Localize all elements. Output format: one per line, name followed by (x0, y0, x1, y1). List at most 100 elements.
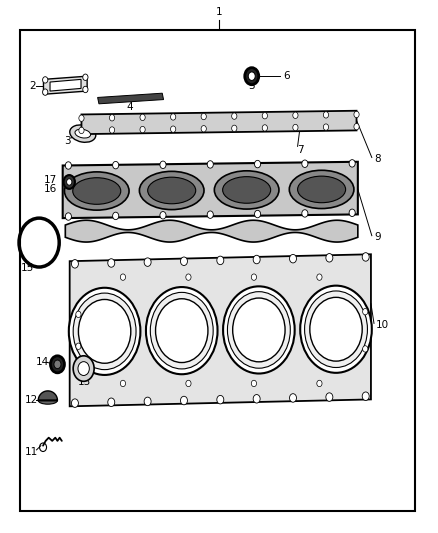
Circle shape (180, 257, 187, 265)
Circle shape (326, 254, 333, 262)
Circle shape (293, 112, 298, 118)
Circle shape (83, 86, 88, 93)
Circle shape (76, 343, 81, 350)
Circle shape (227, 292, 290, 368)
Circle shape (207, 161, 213, 168)
Circle shape (110, 115, 115, 121)
Circle shape (354, 124, 359, 130)
Circle shape (73, 356, 94, 381)
Circle shape (186, 274, 191, 280)
Circle shape (50, 356, 64, 373)
Polygon shape (50, 79, 81, 91)
Circle shape (160, 161, 166, 168)
Circle shape (144, 258, 151, 266)
Ellipse shape (70, 125, 96, 142)
Circle shape (69, 288, 141, 375)
Circle shape (170, 126, 176, 132)
Circle shape (248, 72, 255, 80)
Circle shape (310, 297, 362, 361)
Text: 11: 11 (25, 447, 38, 456)
Circle shape (201, 126, 206, 132)
Circle shape (317, 380, 322, 386)
Circle shape (300, 286, 372, 373)
Polygon shape (81, 111, 357, 134)
Circle shape (362, 392, 369, 400)
Text: 1: 1 (215, 7, 223, 18)
Polygon shape (98, 93, 163, 104)
Text: 14: 14 (35, 357, 49, 367)
Circle shape (323, 124, 328, 130)
Ellipse shape (289, 170, 354, 208)
Ellipse shape (64, 172, 129, 210)
Polygon shape (70, 254, 371, 406)
Circle shape (71, 399, 78, 407)
Circle shape (113, 161, 119, 169)
Circle shape (186, 380, 191, 386)
Circle shape (65, 213, 71, 220)
Circle shape (108, 259, 115, 267)
Text: 15: 15 (21, 263, 35, 273)
Circle shape (71, 260, 78, 268)
Circle shape (64, 175, 75, 189)
Circle shape (140, 114, 145, 120)
Circle shape (207, 211, 213, 219)
Circle shape (113, 212, 119, 220)
Circle shape (317, 274, 322, 280)
Circle shape (251, 274, 257, 280)
Circle shape (302, 209, 308, 217)
Circle shape (253, 255, 260, 264)
Text: 16: 16 (44, 184, 57, 195)
Circle shape (76, 311, 81, 318)
Circle shape (120, 380, 126, 386)
Circle shape (201, 114, 206, 120)
Circle shape (146, 287, 218, 374)
Ellipse shape (38, 397, 57, 404)
Circle shape (79, 127, 84, 134)
Circle shape (290, 254, 297, 263)
Text: 17: 17 (44, 175, 57, 185)
Circle shape (42, 77, 48, 83)
Circle shape (363, 309, 368, 315)
Circle shape (120, 274, 126, 280)
Circle shape (290, 394, 297, 402)
Polygon shape (63, 162, 358, 218)
Circle shape (232, 125, 237, 132)
Text: 7: 7 (297, 144, 304, 155)
Circle shape (323, 112, 328, 118)
Circle shape (232, 113, 237, 119)
Text: 5: 5 (248, 81, 254, 91)
Circle shape (217, 256, 224, 265)
Circle shape (160, 212, 166, 219)
Circle shape (108, 398, 115, 407)
Circle shape (223, 286, 295, 374)
Circle shape (233, 298, 285, 362)
Circle shape (245, 68, 259, 85)
Polygon shape (43, 76, 87, 94)
Text: 3: 3 (64, 135, 71, 146)
Ellipse shape (223, 176, 271, 203)
Circle shape (83, 74, 88, 80)
Text: 13: 13 (78, 377, 91, 387)
Circle shape (251, 380, 257, 386)
Ellipse shape (214, 171, 279, 209)
Circle shape (254, 211, 261, 218)
Circle shape (54, 360, 61, 368)
Text: 2: 2 (29, 81, 35, 91)
Text: 8: 8 (374, 154, 381, 164)
Circle shape (253, 394, 260, 403)
Circle shape (73, 293, 136, 369)
Circle shape (78, 300, 131, 364)
Ellipse shape (139, 171, 204, 209)
Circle shape (293, 124, 298, 131)
Circle shape (110, 127, 115, 133)
Circle shape (362, 253, 369, 261)
Circle shape (302, 160, 308, 167)
Circle shape (78, 362, 89, 375)
Circle shape (180, 396, 187, 405)
Text: 6: 6 (283, 71, 290, 81)
Circle shape (170, 114, 176, 120)
Ellipse shape (297, 176, 346, 203)
Text: 12: 12 (25, 395, 38, 406)
Circle shape (363, 346, 368, 352)
Circle shape (354, 111, 359, 118)
